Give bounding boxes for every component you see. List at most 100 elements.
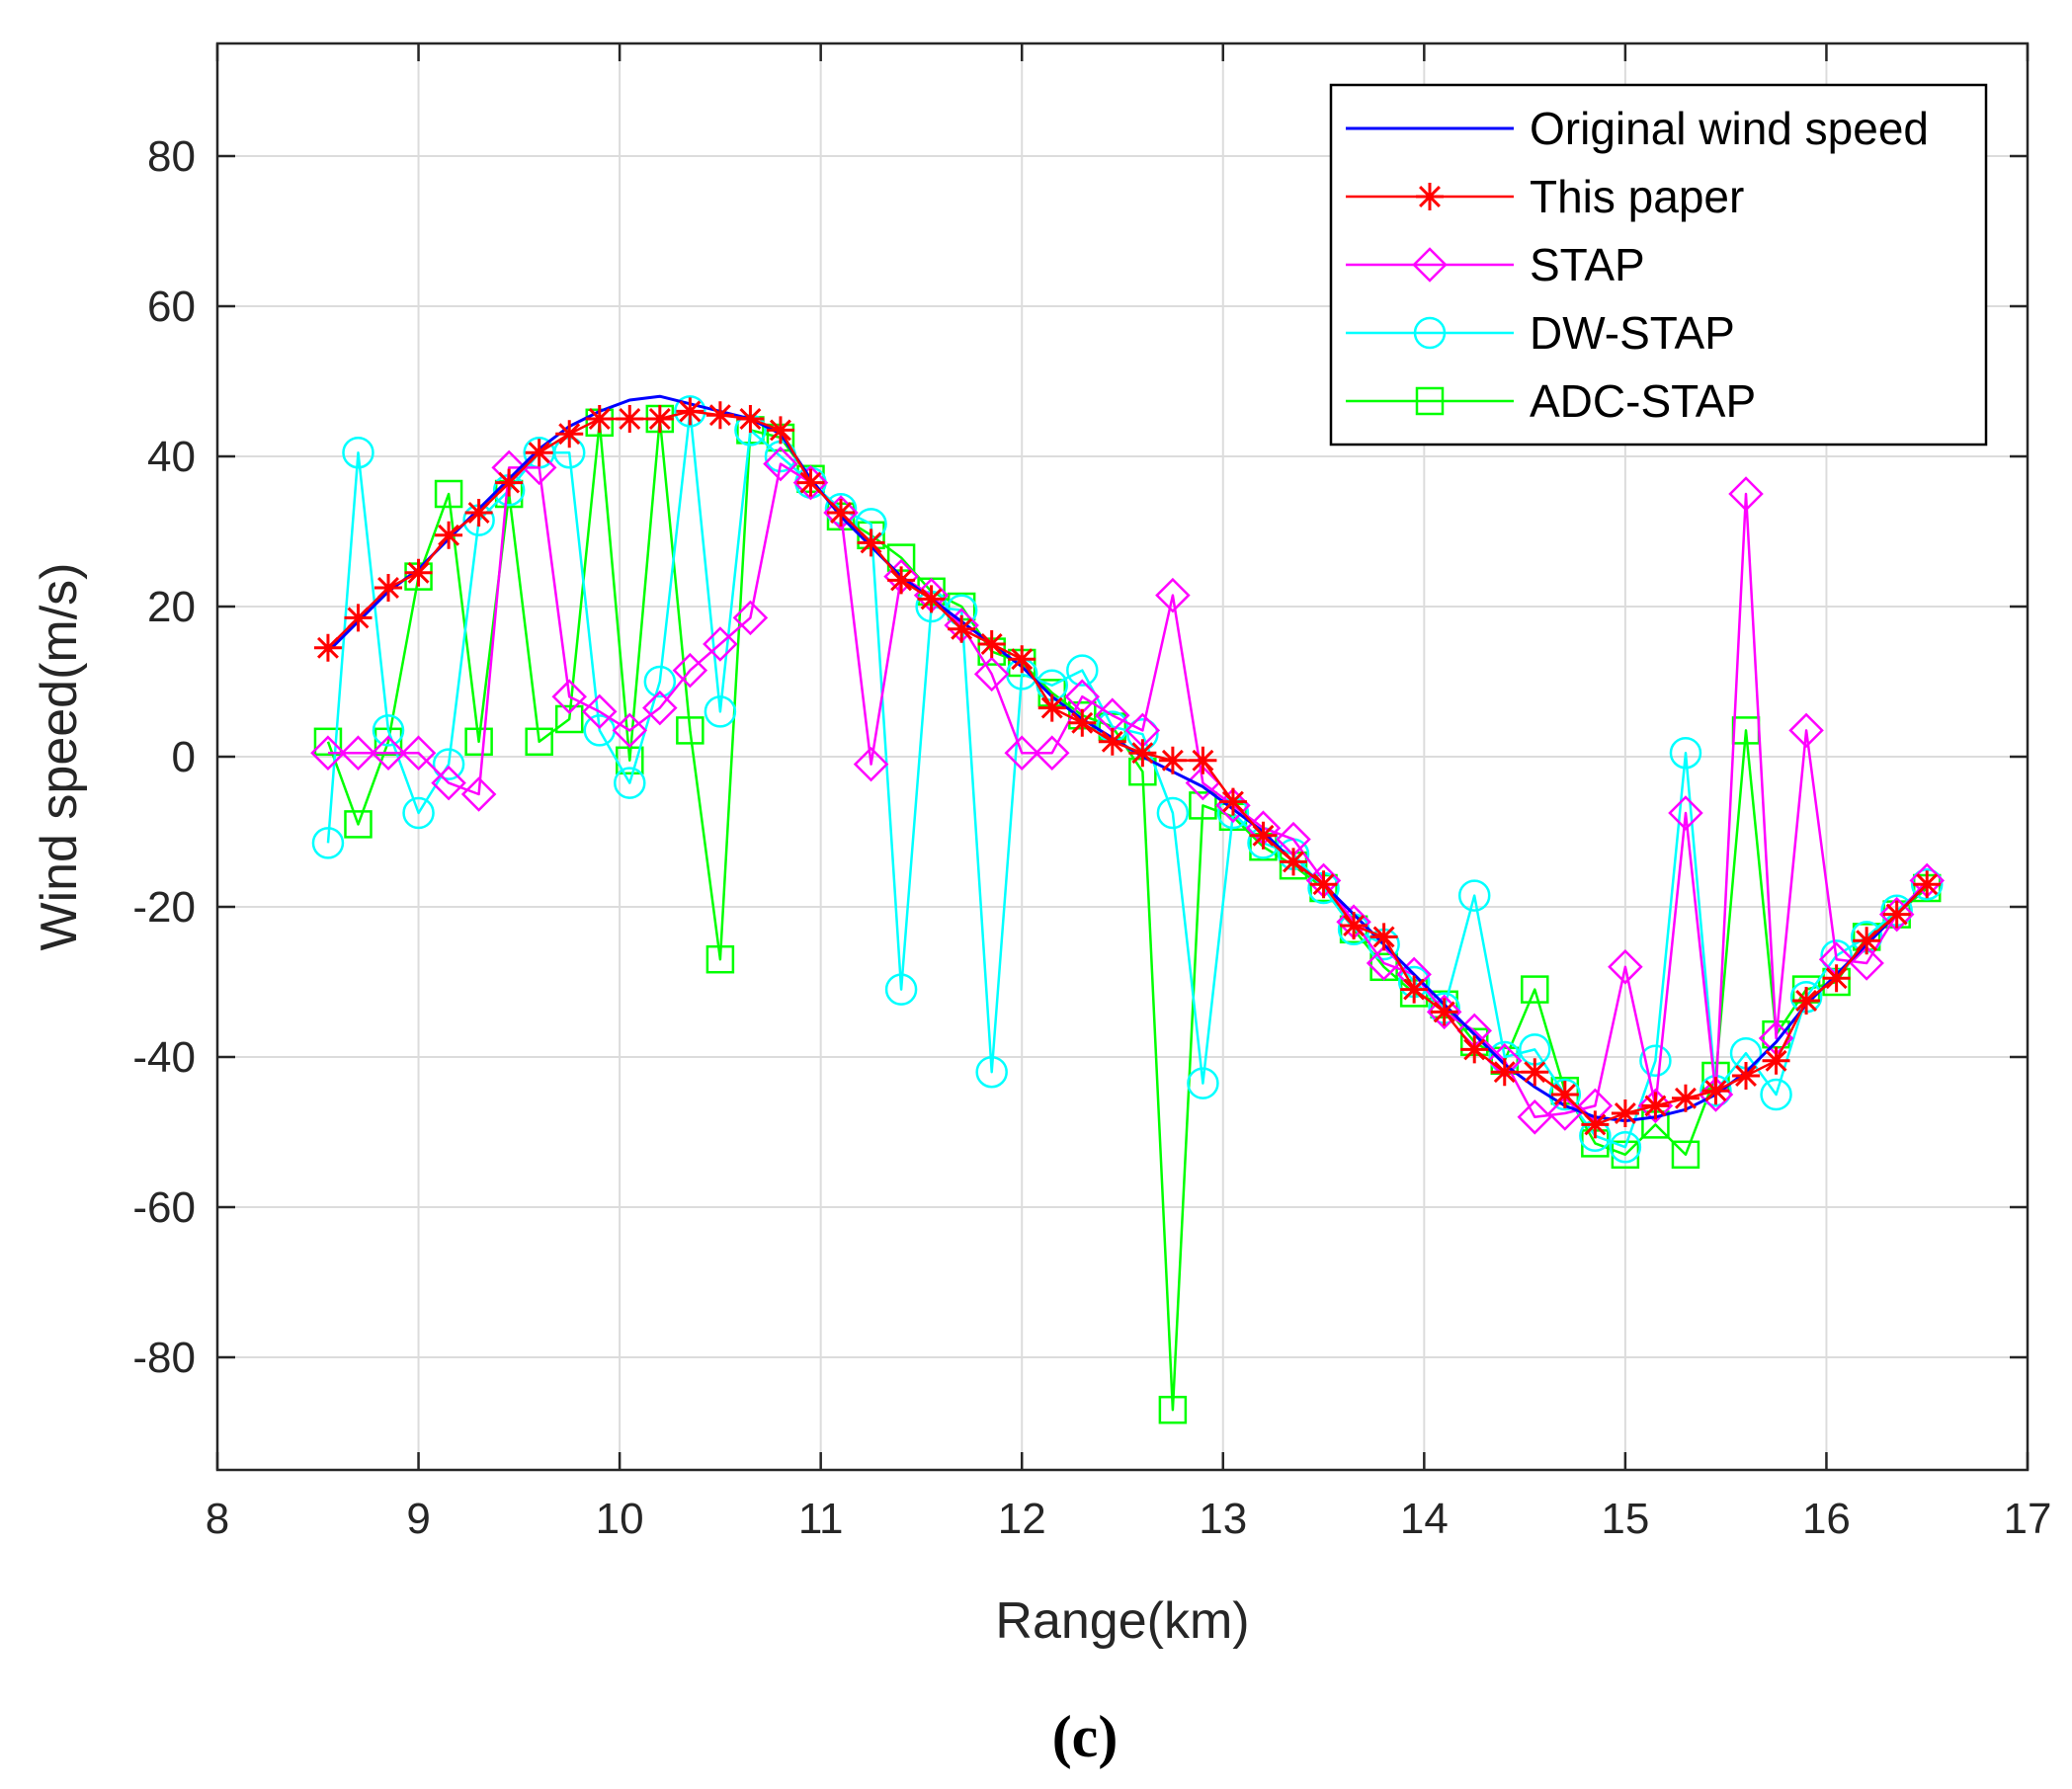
data-point-stap — [431, 765, 466, 801]
legend-marker — [1413, 316, 1447, 350]
data-point-dw-stap — [402, 796, 435, 830]
data-point-this-paper — [827, 499, 856, 527]
x-tick-label: 13 — [1199, 1495, 1247, 1543]
data-point-stap — [551, 679, 587, 714]
data-point-dw-stap — [1156, 796, 1190, 830]
figure-caption: (c) — [1052, 1704, 1119, 1769]
data-point-stap — [1698, 1077, 1734, 1112]
legend-entry-adc-stap: ADC-STAP — [1346, 375, 1756, 427]
data-point-stap — [732, 600, 769, 636]
data-point-this-paper — [1792, 987, 1821, 1015]
data-point-adc-stap — [464, 727, 493, 757]
data-point-dw-stap — [643, 665, 677, 698]
data-point-this-paper — [1098, 727, 1126, 756]
data-point-stap — [763, 446, 798, 482]
data-point-adc-stap — [525, 727, 553, 757]
data-point-stap — [1728, 476, 1764, 512]
data-point-stap — [612, 712, 648, 749]
y-tick-label: 40 — [147, 433, 196, 481]
data-point-this-paper — [1008, 645, 1036, 674]
data-point-stap — [371, 735, 406, 771]
data-point-this-paper — [435, 521, 463, 549]
legend-marker — [1416, 183, 1444, 210]
axis-ticks — [215, 43, 2030, 1470]
data-point-this-paper — [495, 468, 524, 497]
data-point-adc-stap — [1158, 1395, 1188, 1424]
data-point-this-paper — [1882, 900, 1911, 929]
data-point-this-paper — [1369, 923, 1398, 951]
data-point-this-paper — [1641, 1092, 1670, 1120]
data-point-this-paper — [887, 566, 916, 595]
data-point-this-paper — [1701, 1077, 1730, 1105]
y-tick-label: 80 — [147, 132, 196, 181]
data-point-this-paper — [1822, 964, 1851, 993]
data-point-dw-stap — [1639, 1044, 1672, 1078]
data-point-this-paper — [1550, 1081, 1579, 1108]
legend-label: Original wind speed — [1530, 103, 1929, 154]
data-point-adc-stap — [1521, 975, 1549, 1004]
series-layer — [310, 394, 1945, 1424]
legend-label: DW-STAP — [1530, 307, 1735, 359]
data-point-this-paper — [1732, 1062, 1761, 1090]
data-point-this-paper — [1249, 821, 1278, 850]
data-point-this-paper — [525, 439, 553, 467]
legend-label: STAP — [1530, 239, 1645, 290]
x-tick-label: 14 — [1400, 1495, 1449, 1543]
data-point-this-paper — [1128, 739, 1157, 768]
data-point-this-paper — [917, 585, 946, 613]
data-point-adc-stap — [434, 479, 463, 509]
data-point-stap — [310, 735, 346, 771]
data-point-stap — [1034, 735, 1070, 771]
data-point-dw-stap — [1910, 867, 1944, 901]
data-point-stap — [460, 776, 497, 812]
x-tick-label: 11 — [798, 1495, 844, 1543]
data-point-dw-stap — [1187, 1067, 1219, 1099]
data-point-adc-stap — [1671, 1140, 1700, 1170]
data-point-this-paper — [1400, 975, 1429, 1004]
data-point-dw-stap — [1609, 1130, 1642, 1164]
data-point-dw-stap — [614, 767, 646, 799]
data-point-dw-stap — [975, 1055, 1008, 1089]
data-point-this-paper — [1521, 1058, 1549, 1087]
data-point-stap — [1878, 896, 1915, 933]
legend-items: Original wind speed This paper STAP DW-STAP… — [1346, 103, 1929, 427]
x-tick-label: 10 — [596, 1495, 644, 1543]
data-point-this-paper — [645, 405, 674, 433]
data-point-this-paper — [1158, 746, 1187, 774]
y-tick-label: 60 — [147, 283, 196, 331]
legend-entry-this-paper: This paper — [1346, 171, 1744, 222]
data-point-this-paper — [766, 416, 794, 445]
data-point-this-paper — [1611, 1099, 1639, 1127]
data-point-this-paper — [1671, 1084, 1699, 1112]
data-point-stap — [1004, 735, 1039, 771]
data-point-this-paper — [616, 405, 644, 433]
data-point-stap — [1788, 712, 1824, 749]
data-point-this-paper — [1762, 1046, 1790, 1075]
data-point-this-paper — [585, 405, 614, 433]
data-point-adc-stap — [344, 810, 373, 839]
data-point-this-paper — [948, 614, 976, 643]
data-point-this-paper — [705, 401, 734, 430]
data-point-this-paper — [1853, 927, 1881, 955]
data-point-stap — [642, 690, 678, 726]
x-tick-label: 15 — [1601, 1495, 1649, 1543]
data-point-stap — [973, 656, 1010, 692]
data-point-stap — [581, 693, 618, 730]
x-tick-label: 16 — [1802, 1495, 1851, 1543]
data-point-this-paper — [1913, 870, 1942, 899]
legend-label: ADC-STAP — [1530, 375, 1756, 427]
series-line-adc-stap — [326, 417, 1929, 1412]
grid-lines — [216, 43, 2029, 1470]
data-point-this-paper — [1189, 746, 1217, 774]
data-point-stap — [1366, 945, 1402, 981]
data-point-this-paper — [1037, 693, 1066, 722]
data-point-this-paper — [676, 397, 704, 426]
data-point-stap — [792, 464, 829, 501]
data-point-this-paper — [796, 468, 825, 497]
data-point-stap — [1668, 795, 1703, 831]
legend: Original wind speed This paper STAP DW-STAP… — [1329, 83, 1988, 447]
data-point-dw-stap — [432, 748, 465, 780]
data-point-stap — [1517, 1099, 1553, 1135]
legend-entry-dw-stap: DW-STAP — [1346, 307, 1735, 359]
